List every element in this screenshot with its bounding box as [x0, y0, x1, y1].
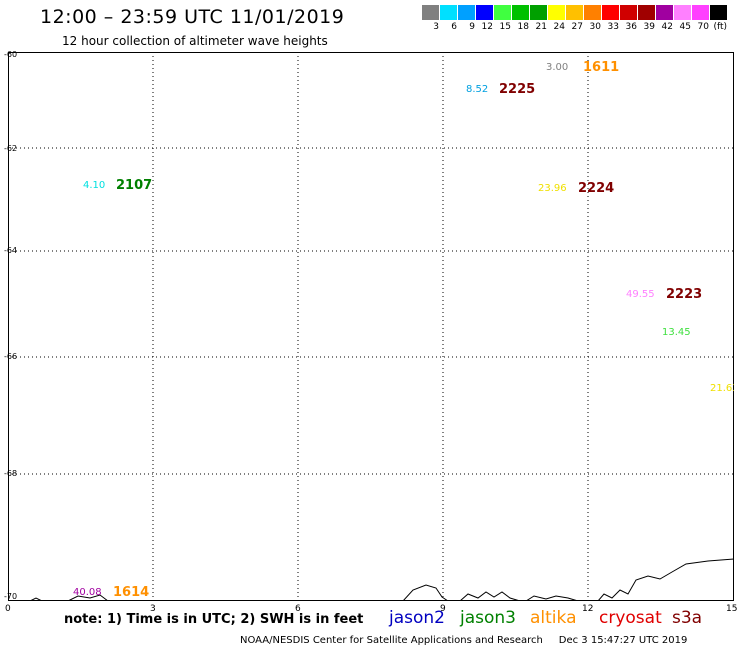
plot-border [8, 52, 734, 601]
color-scale-label: 24 [553, 22, 565, 32]
color-scale-swatch [440, 5, 458, 20]
color-scale-swatch [512, 5, 530, 20]
color-scale-label: 33 [607, 22, 619, 32]
map-title: 12:00 – 23:59 UTC 11/01/2019 [40, 6, 345, 28]
wave-height-value: 21.63 [710, 383, 734, 394]
color-scale-swatch [692, 5, 710, 20]
color-scale-swatch [674, 5, 692, 20]
color-scale-swatch [638, 5, 656, 20]
wave-height-value: 49.55 [626, 289, 655, 300]
y-tick-label: -64 [4, 246, 18, 255]
credit-line: NOAA/NESDIS Center for Satellite Applica… [240, 635, 687, 646]
color-scale-label: 42 [661, 22, 673, 32]
wave-height-value: 23.96 [538, 183, 567, 194]
x-tick-label: 15 [726, 604, 738, 614]
color-scale-label: 36 [625, 22, 637, 32]
color-scale-swatch [530, 5, 548, 20]
generated-timestamp: Dec 3 15:47:27 UTC 2019 [558, 635, 688, 646]
y-tick-label: -66 [4, 352, 18, 361]
color-scale [422, 5, 728, 20]
credit-text: NOAA/NESDIS Center for Satellite Applica… [240, 635, 543, 646]
wave-height-value: 3.00 [546, 62, 569, 73]
color-scale-swatch [710, 5, 728, 20]
color-scale-label: 15 [499, 22, 511, 32]
map-plot-area [8, 52, 734, 601]
color-scale-label: 39 [643, 22, 655, 32]
x-tick-label: 6 [295, 604, 301, 614]
color-scale-swatch [494, 5, 512, 20]
y-tick-label: -68 [4, 469, 18, 478]
track-time-label: 2107 [116, 178, 153, 193]
x-tick-label: 12 [582, 604, 594, 614]
x-tick-label: 9 [440, 604, 446, 614]
wave-height-value: 40.08 [73, 587, 102, 598]
color-scale-swatch [458, 5, 476, 20]
legend-s3a: s3a [672, 608, 703, 628]
y-tick-label: -70 [4, 592, 18, 601]
lon-gridlines [152, 52, 589, 601]
wave-height-value: 13.45 [662, 327, 691, 338]
units-note: note: 1) Time is in UTC; 2) SWH is in fe… [64, 612, 364, 627]
color-scale-swatch [602, 5, 620, 20]
x-tick-label: 0 [5, 604, 11, 614]
color-scale-label: 30 [589, 22, 601, 32]
map-subtitle: 12 hour collection of altimeter wave hei… [62, 34, 328, 48]
track-time-label: 1611 [583, 60, 620, 75]
color-scale-label: 18 [517, 22, 529, 32]
color-scale-label: 21 [535, 22, 547, 32]
color-scale-swatch [566, 5, 584, 20]
legend-cryosat: cryosat [599, 608, 662, 628]
y-tick-label: -62 [4, 144, 18, 153]
color-scale-swatch [476, 5, 494, 20]
map-svg [8, 52, 734, 601]
color-scale-label: 70 [697, 22, 709, 32]
legend-jason3: jason3 [460, 608, 516, 628]
color-scale-label: 9 [469, 22, 475, 32]
color-scale-label: 6 [451, 22, 457, 32]
track-time-label: 1614 [113, 585, 150, 600]
y-tick-label: -60 [4, 50, 18, 59]
legend-altika: altika [530, 608, 577, 628]
color-scale-swatch [620, 5, 638, 20]
color-scale-label: 27 [571, 22, 583, 32]
color-scale-label: 3 [433, 22, 439, 32]
color-scale-label: 45 [679, 22, 691, 32]
color-scale-swatch [584, 5, 602, 20]
color-scale-swatch [548, 5, 566, 20]
lat-gridlines [8, 147, 734, 475]
legend-jason2: jason2 [389, 608, 445, 628]
track-time-label: 2225 [499, 82, 536, 97]
track-time-label: 2223 [666, 287, 703, 302]
coastline [29, 558, 734, 601]
track-time-label: 2224 [578, 181, 615, 196]
color-scale-swatch [422, 5, 440, 20]
wave-height-value: 4.10 [83, 180, 106, 191]
x-tick-label: 3 [150, 604, 156, 614]
wave-height-value: 8.52 [466, 84, 489, 95]
color-scale-swatch [656, 5, 674, 20]
color-scale-label: 12 [481, 22, 493, 32]
color-scale-label: (ft) [713, 22, 727, 32]
